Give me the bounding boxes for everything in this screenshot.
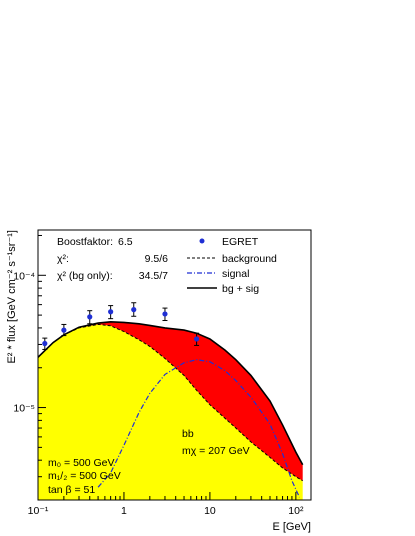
legend-background-label: background xyxy=(222,253,277,265)
channel-label: bb xyxy=(182,428,194,440)
egret-point xyxy=(108,305,114,320)
signal-curve xyxy=(97,359,300,498)
egret-point xyxy=(131,302,137,317)
param-tanbeta: tan β = 51 xyxy=(48,484,95,496)
egret-point xyxy=(42,337,48,350)
background-curve xyxy=(38,323,303,482)
egret-point xyxy=(87,310,93,325)
x-tick-label: 10² xyxy=(288,505,304,517)
stat-value-chi2: 9.5/6 xyxy=(145,253,169,265)
total-curve xyxy=(38,320,304,466)
stats-box: Boostfaktor: 6.5 χ²: 9.5/6 χ² (bg only):… xyxy=(57,236,168,282)
stat-label-chi2-bg: χ² (bg only): xyxy=(57,270,113,282)
legend-egret-marker xyxy=(199,238,205,244)
legend-egret-label: EGRET xyxy=(222,236,259,248)
egret-points xyxy=(42,302,200,350)
param-m12: m₁/₂ = 500 GeV xyxy=(48,470,121,482)
y-axis-title: E² * flux [GeV cm⁻² s⁻¹sr⁻¹] xyxy=(6,230,18,364)
mass-label: mχ = 207 GeV xyxy=(182,445,250,457)
x-axis-title: E [GeV] xyxy=(272,521,311,533)
legend-total-label: bg + sig xyxy=(222,283,259,295)
x-tick-label: 10 xyxy=(204,505,216,517)
x-tick-label: 10⁻¹ xyxy=(28,505,49,517)
plot-frame xyxy=(37,229,312,501)
x-tick-label: 1 xyxy=(121,505,127,517)
egret-point xyxy=(193,332,200,346)
stat-label-chi2: χ²: xyxy=(57,253,69,265)
background-area-fill xyxy=(38,324,303,500)
model-annotation: bb mχ = 207 GeV m₀ = 500 GeV m₁/₂ = 500 … xyxy=(48,428,250,496)
stat-value-chi2-bg: 34.5/7 xyxy=(139,270,168,282)
y-tick-label: 10⁻⁵ xyxy=(13,403,35,415)
axis-ticks: 10⁻¹ 1 10 10² 10⁻⁵ 10⁻⁴ xyxy=(13,234,304,517)
param-m0: m₀ = 500 GeV xyxy=(48,457,115,469)
egret-point xyxy=(61,323,67,337)
legend-signal-label: signal xyxy=(222,268,249,280)
egret-point xyxy=(162,307,168,322)
stat-value-boost: 6.5 xyxy=(118,236,133,248)
legend: EGRET background signal bg + sig xyxy=(187,236,277,295)
stat-label-boost: Boostfaktor: xyxy=(57,236,113,248)
y-tick-label: 10⁻⁴ xyxy=(13,270,35,282)
